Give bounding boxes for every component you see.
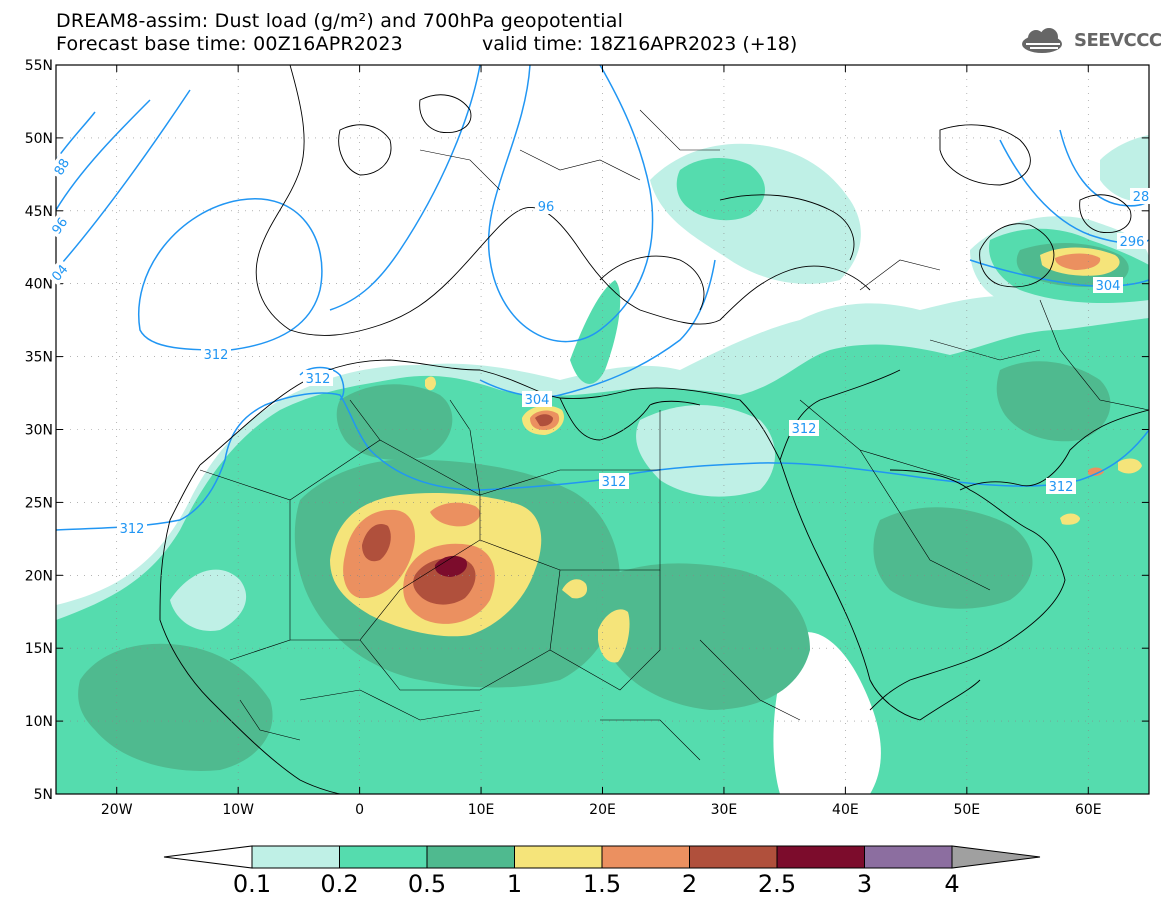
colorbar-swatch <box>514 845 603 869</box>
cloud-icon <box>1022 28 1062 53</box>
dust-region-med-plume <box>570 280 621 384</box>
contour-label: 88 <box>48 152 74 181</box>
dust-region-east-europe-med <box>676 158 765 221</box>
longitude-label: 0 <box>355 802 364 818</box>
svg-text:304: 304 <box>525 393 550 408</box>
svg-text:304: 304 <box>1096 279 1121 294</box>
dust-region-peak <box>434 555 468 577</box>
coastlines <box>159 65 1149 794</box>
contour-label: 312 <box>117 520 147 537</box>
longitude-label: 20E <box>589 802 616 818</box>
colorbar-label: 2.5 <box>757 870 797 898</box>
latitude-label: 40N <box>25 277 53 293</box>
dust-region-brown-libya <box>535 414 553 427</box>
longitude-label: 50E <box>953 802 980 818</box>
colorbar-label: 3 <box>856 870 873 898</box>
map-title: DREAM8-assim: Dust load (g/m²) and 700hP… <box>56 10 624 32</box>
country-borders <box>199 109 1149 761</box>
colorbar-arrow-high <box>951 845 1041 869</box>
longitude-labels: 20W 10W 0 10E 20E 30E 40E 50E 60E <box>101 802 1102 818</box>
colorbar-swatch <box>689 845 778 869</box>
forecast-base-time: Forecast base time: 00Z16APR2023 <box>56 33 403 55</box>
colorbar-label: 0.2 <box>320 870 359 898</box>
dust-region-iran-dark <box>996 361 1111 442</box>
dust-region-sahel-west <box>170 569 247 631</box>
contour-label: 96 <box>535 198 557 215</box>
latitude-label: 15N <box>25 641 53 657</box>
latitude-label: 30N <box>25 423 53 439</box>
dust-region-sudan <box>596 563 810 710</box>
contour-label: 312 <box>789 420 819 437</box>
dust-region-yellow-iran <box>1118 458 1142 474</box>
latitude-label: 35N <box>25 350 53 366</box>
svg-text:296: 296 <box>1120 235 1145 250</box>
dust-region-yellow-chad <box>598 609 630 663</box>
contour-label: 304 <box>522 391 552 408</box>
contour-label: 296 <box>1117 233 1147 250</box>
longitude-label: 60E <box>1075 802 1102 818</box>
dust-region-yellow-oman <box>1060 513 1080 525</box>
dust-region-brown-west <box>362 524 391 562</box>
dust-region-arabia-dark <box>873 507 1033 609</box>
latitude-label: 55N <box>25 58 53 74</box>
contour-label: 312 <box>1046 478 1076 495</box>
latitude-label: 45N <box>25 204 53 220</box>
longitude-label: 10E <box>468 802 495 818</box>
colorbar-swatch <box>426 845 515 869</box>
svg-text:96: 96 <box>538 200 555 215</box>
colorbar-label: 4 <box>944 870 960 898</box>
colorbar-swatch <box>251 845 340 869</box>
svg-text:312: 312 <box>306 372 331 387</box>
svg-text:312: 312 <box>602 475 627 490</box>
dust-region-orange-caspian <box>1055 253 1101 270</box>
colorbar <box>163 845 1041 869</box>
longitude-label: 30E <box>711 802 738 818</box>
valid-time: valid time: 18Z16APR2023 (+18) <box>482 33 798 55</box>
latitude-label: 50N <box>25 131 53 147</box>
contour-label: 28 <box>1130 188 1152 205</box>
dust-region-yellow-morocco <box>425 376 436 391</box>
colorbar-label: 2 <box>681 870 698 898</box>
latitude-label: 25N <box>25 495 53 511</box>
dust-region-arabia-light <box>636 405 775 497</box>
dust-region-ethiopia-clear <box>773 632 881 794</box>
contour-label: 312 <box>303 370 333 387</box>
latitude-label: 5N <box>34 787 53 803</box>
svg-text:312: 312 <box>120 522 145 537</box>
colorbar-arrow-low <box>163 845 253 869</box>
colorbar-swatch <box>776 845 865 869</box>
latitude-label: 20N <box>25 568 53 584</box>
dust-region-aral <box>1100 135 1149 202</box>
logo-text: SEEVCCC <box>1074 30 1162 51</box>
contour-label: 312 <box>599 473 629 490</box>
grid-lines <box>56 65 1149 794</box>
colorbar-label: 0.1 <box>232 870 272 898</box>
colorbar-label: 1.5 <box>582 870 622 898</box>
longitude-label: 10W <box>222 802 254 818</box>
svg-text:312: 312 <box>204 348 229 363</box>
contour-label: 304 <box>1093 277 1123 294</box>
colorbar-label: 0.5 <box>407 870 447 898</box>
svg-text:88: 88 <box>52 156 73 178</box>
dust-region-west-africa <box>78 643 273 771</box>
latitude-labels: 55N 50N 45N 40N 35N 30N 25N 20N 15N 10N 5N <box>25 58 53 803</box>
colorbar-swatch <box>864 845 953 869</box>
dust-region-orange-north <box>430 502 481 527</box>
longitude-label: 20W <box>101 802 133 818</box>
axis-ticks <box>56 64 1149 795</box>
colorbar-swatch <box>339 845 428 869</box>
dust-region-libya <box>336 384 453 460</box>
dust-region-orange-iran <box>1088 467 1104 477</box>
svg-text:312: 312 <box>792 422 817 437</box>
contour-label: 312 <box>201 346 231 363</box>
dust-region-yellow-small <box>562 579 588 599</box>
longitude-label: 40E <box>832 802 859 818</box>
colorbar-label: 1 <box>506 870 523 898</box>
colorbar-swatch <box>601 845 690 869</box>
svg-text:28: 28 <box>1133 190 1150 205</box>
svg-text:312: 312 <box>1049 480 1074 495</box>
latitude-label: 10N <box>25 714 53 730</box>
